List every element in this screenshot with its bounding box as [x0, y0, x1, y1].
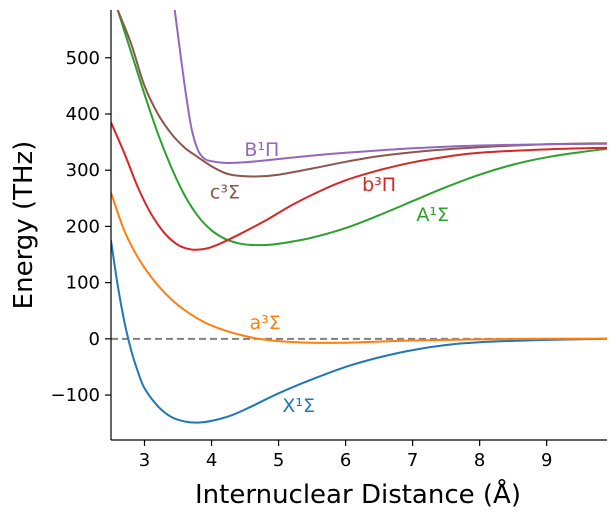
y-tick-label: 200	[66, 216, 100, 237]
series-3-label: A¹Σ	[416, 204, 449, 226]
y-tick-label: 0	[89, 329, 100, 350]
series-6-label: B¹Π	[244, 139, 279, 161]
x-tick-label: 8	[474, 450, 485, 471]
series-2-curve	[111, 192, 607, 344]
x-tick-label: 3	[139, 450, 150, 471]
series-4-curve	[111, 122, 607, 251]
x-tick-label: 4	[206, 450, 217, 471]
series-1-curve	[111, 240, 607, 424]
y-tick-label: 100	[66, 273, 100, 294]
series-4-label: b³Π	[362, 174, 396, 196]
series-3-curve	[116, 10, 607, 247]
series-5-label: c³Σ	[210, 182, 240, 204]
series-5-curve	[116, 10, 607, 178]
y-axis-title: Energy (THz)	[9, 141, 39, 310]
x-tick-label: 9	[541, 450, 552, 471]
y-tick-label: 500	[66, 48, 100, 69]
x-tick-label: 7	[407, 450, 418, 471]
y-tick-label: 400	[66, 104, 100, 125]
y-tick-label: 300	[66, 160, 100, 181]
x-axis-title: Internuclear Distance (Å)	[195, 478, 521, 510]
y-tick-label: −100	[51, 385, 100, 406]
series-6-curve	[173, 10, 607, 164]
series-1-label: X¹Σ	[282, 395, 315, 417]
x-tick-label: 5	[273, 450, 284, 471]
series-2-label: a³Σ	[250, 312, 281, 334]
x-tick-label: 6	[340, 450, 351, 471]
